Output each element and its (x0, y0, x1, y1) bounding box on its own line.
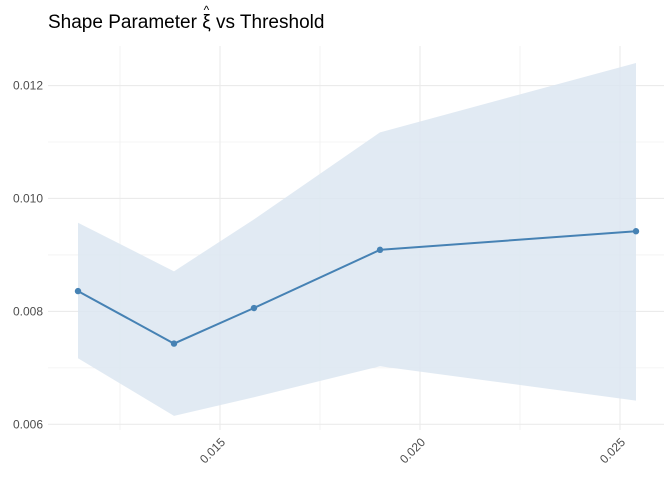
x-axis-tick-labels: 0.015 0.020 0.025 (197, 435, 628, 466)
xi-letter: ξ (202, 12, 211, 33)
y-tick-label: 0.008 (13, 304, 43, 318)
data-point (632, 228, 640, 235)
x-tick-label: 0.020 (397, 435, 428, 466)
data-point (170, 340, 178, 347)
chart-title-prefix: Shape Parameter (48, 12, 203, 33)
y-tick-label: 0.010 (13, 191, 43, 205)
xi-hat-accent: ^ (203, 3, 210, 17)
confidence-ribbon-layer (78, 62, 636, 416)
data-point (376, 246, 384, 254)
data-point (250, 304, 258, 312)
chart-title-suffix: vs Threshold (210, 12, 325, 33)
confidence-ribbon (78, 62, 636, 416)
y-tick-label: 0.012 (13, 79, 43, 93)
xi-symbol: ^ ξ (202, 3, 211, 34)
x-tick-label: 0.025 (597, 435, 628, 466)
data-point (74, 287, 82, 295)
y-tick-label: 0.006 (13, 417, 43, 431)
chart-title: Shape Parameter ^ ξ vs Threshold (48, 3, 325, 34)
data-points-layer (74, 228, 640, 347)
y-axis-tick-labels: 0.006 0.008 0.010 0.012 (13, 79, 43, 432)
x-tick-label: 0.015 (197, 435, 228, 466)
